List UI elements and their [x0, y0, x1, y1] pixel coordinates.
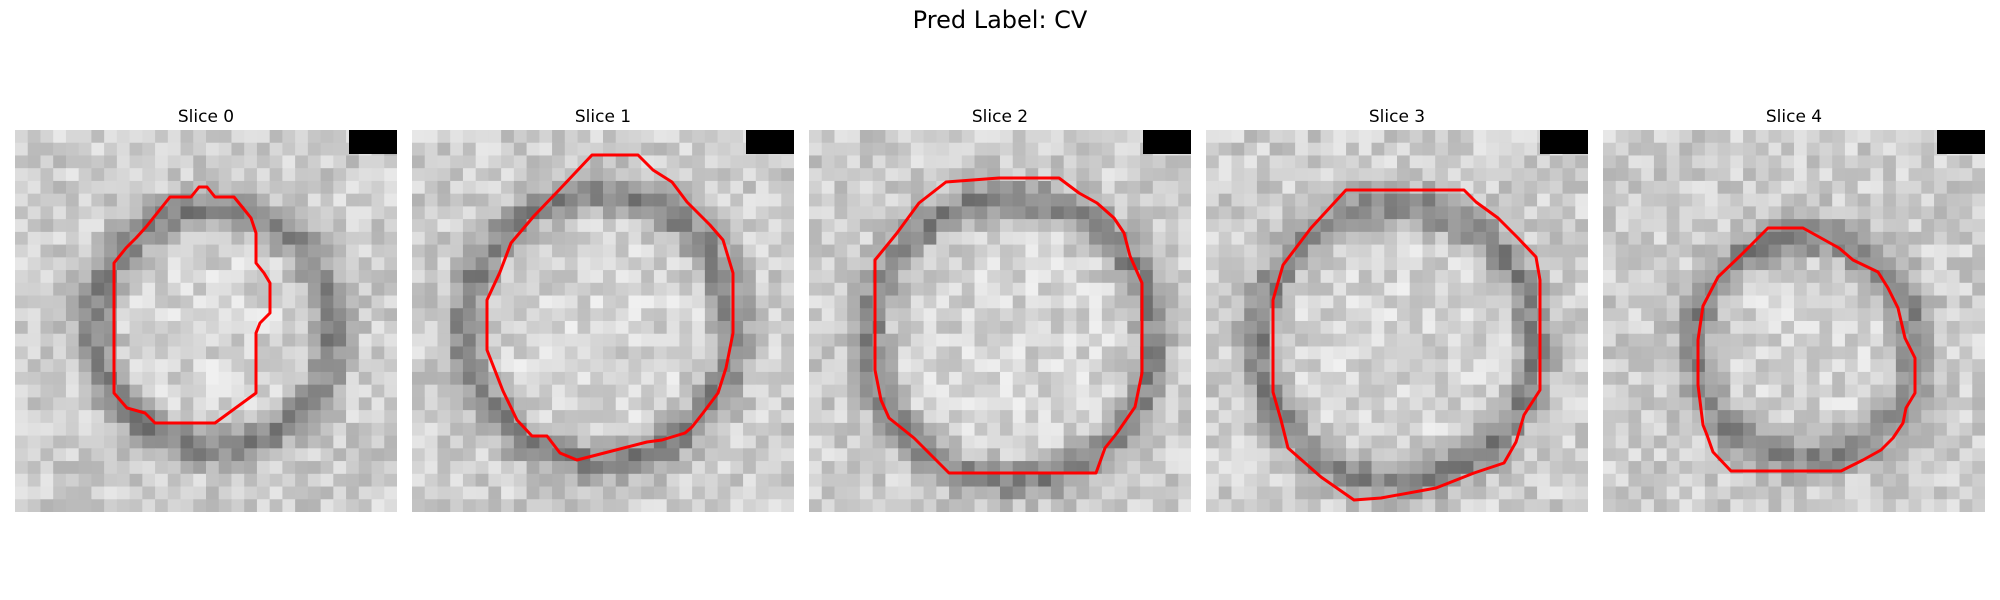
slice-title-1: Slice 1 — [574, 107, 632, 127]
slice-image-2 — [809, 130, 1191, 512]
grayscale-texture — [15, 130, 397, 512]
slice-title-2: Slice 2 — [971, 107, 1029, 127]
slice-panel-1: Slice 1 — [412, 104, 794, 512]
contour-outline — [485, 153, 735, 462]
contour-outline — [1696, 226, 1917, 473]
slice-image-4 — [1603, 130, 1985, 512]
slice-title-0: Slice 0 — [177, 107, 235, 127]
slice-panel-2: Slice 2 — [809, 104, 1191, 512]
slice-image-0 — [15, 130, 397, 512]
figure-title: Pred Label: CV — [912, 6, 1088, 34]
slice-title-4: Slice 4 — [1765, 107, 1823, 127]
slice-image-1 — [412, 130, 794, 512]
scale-bar — [1143, 130, 1191, 154]
slice-panel-4: Slice 4 — [1603, 104, 1985, 512]
contour-outline — [873, 176, 1144, 475]
grayscale-texture — [1603, 130, 1985, 512]
grayscale-texture — [1206, 130, 1588, 512]
scale-bar — [1937, 130, 1985, 154]
scale-bar — [746, 130, 794, 154]
contour-outline — [112, 185, 272, 425]
slice-title-3: Slice 3 — [1368, 107, 1426, 127]
grayscale-texture — [412, 130, 794, 512]
slice-image-3 — [1206, 130, 1588, 512]
contour-outline — [1271, 188, 1542, 502]
scale-bar — [349, 130, 397, 154]
slice-panel-3: Slice 3 — [1206, 104, 1588, 512]
slice-panel-0: Slice 0 — [15, 104, 397, 512]
scale-bar — [1540, 130, 1588, 154]
grayscale-texture — [809, 130, 1191, 512]
